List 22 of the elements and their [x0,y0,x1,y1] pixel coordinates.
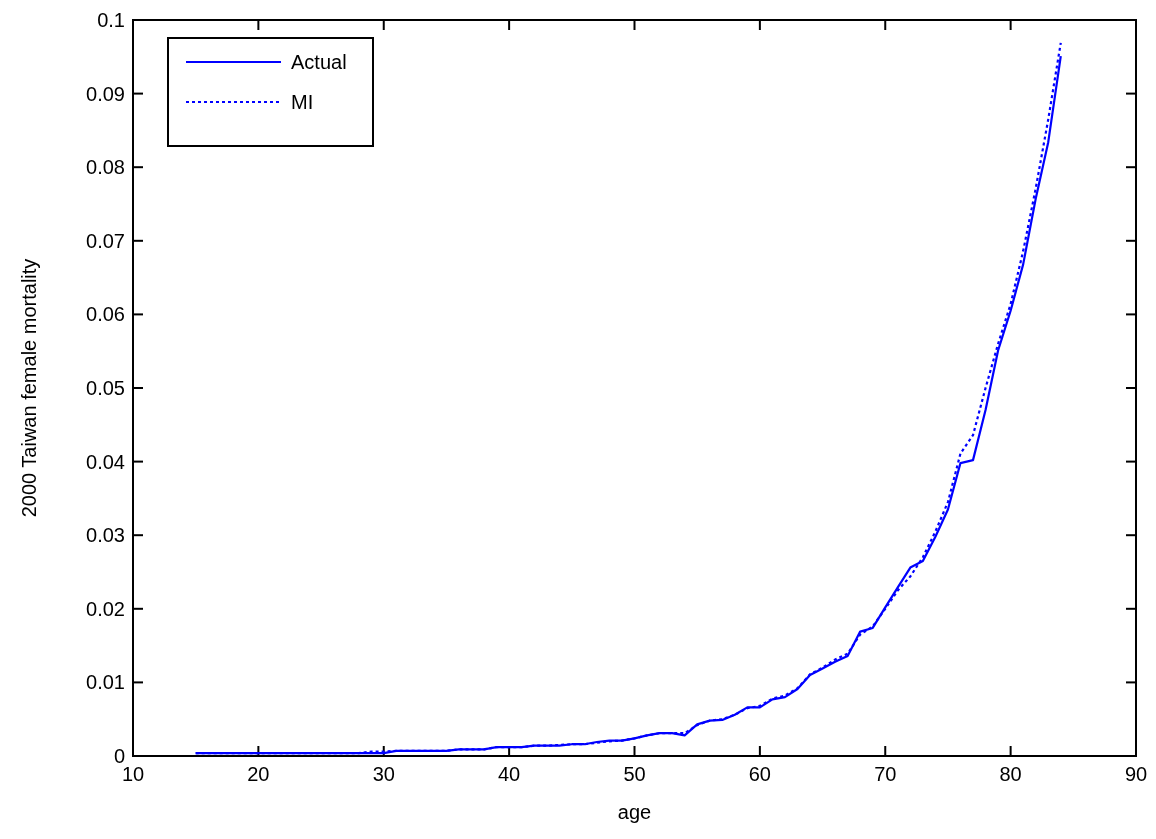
legend-label: Actual [291,51,347,73]
y-tick-label: 0.09 [86,82,125,105]
y-tick-label: 0.1 [97,9,125,31]
y-tick-label: 0.01 [86,671,125,694]
y-tick-label: 0.06 [86,303,125,326]
y-tick-label: 0.08 [86,156,125,179]
y-tick-label: 0.03 [86,524,125,547]
x-tick-label: 80 [999,763,1022,785]
y-tick-label: 0.05 [86,377,125,399]
y-axis-title: 2000 Taiwan female mortality [18,258,40,518]
x-axis-title: age [617,801,652,823]
y-tick-label: 0.02 [86,597,125,620]
x-tick-label: 30 [372,763,395,785]
x-tick-label: 50 [623,763,646,785]
x-tick-label: 60 [748,763,771,785]
legend-label: MI [291,91,314,113]
y-tick-label: 0.04 [86,450,125,473]
x-tick-label: 70 [874,763,897,785]
x-tick-label: 40 [498,763,521,785]
x-tick-label: 20 [247,763,270,785]
y-tick-label: 0.07 [86,229,125,252]
x-tick-label: 90 [1124,763,1148,785]
